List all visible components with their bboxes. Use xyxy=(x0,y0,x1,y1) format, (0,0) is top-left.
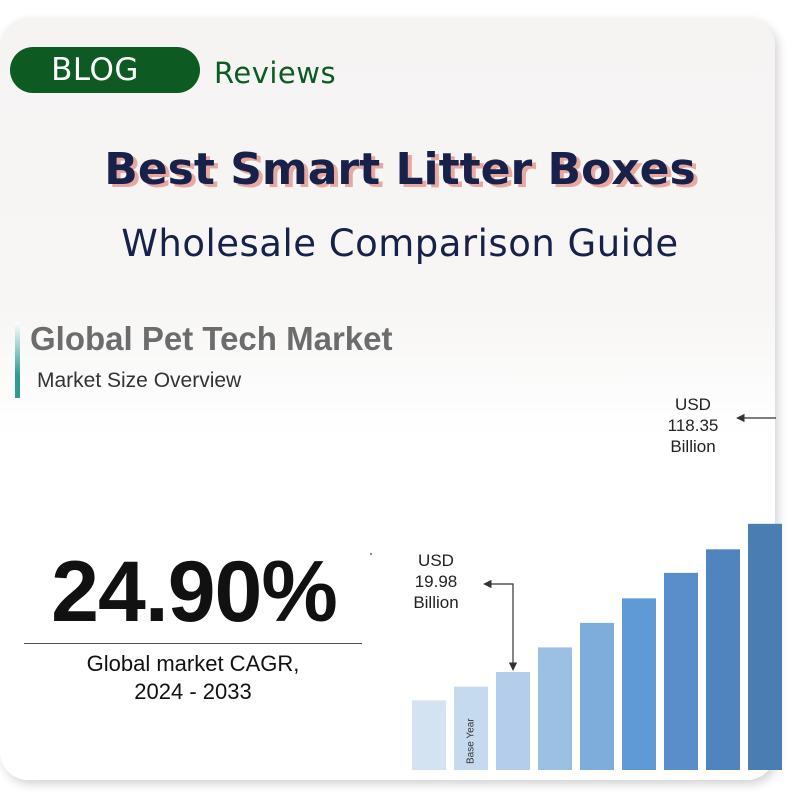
cagr-label-line1: Global market CAGR, xyxy=(86,651,300,676)
cagr-value: 24.90% xyxy=(51,544,338,640)
chart-title: Global Pet Tech Market xyxy=(30,320,393,357)
category-link-reviews[interactable]: Reviews xyxy=(214,56,337,90)
blog-badge[interactable]: BLOG xyxy=(10,47,200,93)
cagr-label: Global market CAGR, 2024 - 2033 xyxy=(24,650,362,706)
chart-subtitle: Market Size Overview xyxy=(37,369,242,392)
page-subtitle: Wholesale Comparison Guide xyxy=(121,222,679,265)
decorative-dot xyxy=(370,553,372,555)
page-title: Best Smart Litter Boxes xyxy=(104,144,696,195)
section-accent-bar xyxy=(15,322,20,398)
cagr-label-line2: 2024 - 2033 xyxy=(134,679,252,704)
cagr-divider xyxy=(24,643,362,644)
